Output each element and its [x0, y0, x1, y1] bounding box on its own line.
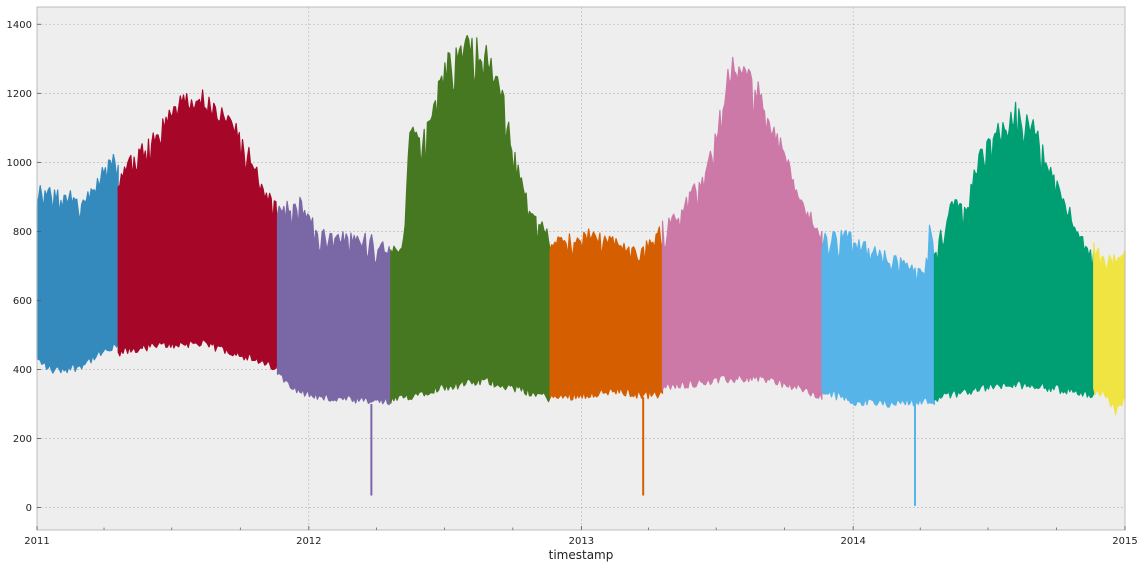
x-axis-title: timestamp	[549, 548, 614, 562]
series-layer	[36, 34, 1126, 506]
series-7-band	[821, 224, 935, 408]
series-6-band	[661, 56, 823, 400]
y-tick-label: 400	[13, 365, 32, 376]
x-tick-label: 2013	[569, 536, 594, 547]
series-8-band	[933, 101, 1095, 402]
y-tick-label: 800	[13, 227, 32, 238]
x-axis: 2011 2012 2013 2014 2015	[24, 526, 1138, 547]
x-tick-label: 2012	[296, 536, 321, 547]
y-tick-label: 600	[13, 296, 32, 307]
y-tick-label: 1200	[7, 89, 32, 100]
series-9-band	[1093, 242, 1126, 416]
x-tick-label: 2015	[1112, 536, 1137, 547]
y-tick-label: 200	[13, 434, 32, 445]
y-tick-label: 0	[26, 503, 32, 514]
x-tick-label: 2011	[24, 536, 49, 547]
x-tick-label: 2014	[840, 536, 865, 547]
y-axis: 0 200 400 600 800 1000 1200 1400	[7, 20, 41, 514]
y-tick-label: 1000	[7, 158, 32, 169]
series-5-band	[549, 226, 664, 401]
y-tick-label: 1400	[7, 20, 32, 31]
